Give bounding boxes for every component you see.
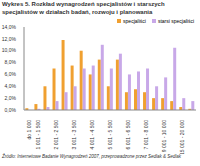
svg-text:do 1 000: do 1 000 — [26, 120, 32, 140]
html-text:Wykres 5. Rozkład wynagrodzeń: Wykres 5. Rozkład wynagrodzeń specjalist… — [2, 1, 165, 15]
svg-text:9 001 - 10 000: 9 001 - 10 000 — [161, 120, 167, 152]
svg-text:7 001 - 8 000: 7 001 - 8 000 — [143, 120, 149, 150]
svg-text:3 001 - 3 500: 3 001 - 3 500 — [71, 120, 77, 150]
svg-text:10,0%: 10,0% — [2, 47, 17, 53]
svg-text:12,0%: 12,0% — [2, 36, 17, 42]
svg-text:6 001 - 6 500: 6 001 - 6 500 — [125, 120, 131, 150]
svg-text:4,0%: 4,0% — [5, 83, 17, 89]
svg-text:5 001 - 5 500: 5 001 - 5 500 — [107, 120, 113, 150]
svg-text:6,0%: 6,0% — [5, 71, 17, 77]
svg-text:4 001 - 4 500: 4 001 - 4 500 — [89, 120, 95, 150]
svg-text:8,0%: 8,0% — [5, 59, 17, 65]
html-text:Źródło: Internetowe Badanie Wy: Źródło: Internetowe Badanie Wynagrodzeń … — [2, 154, 182, 159]
svg-text:0,0%: 0,0% — [5, 107, 17, 113]
svg-text:2,0%: 2,0% — [5, 95, 17, 101]
html-text:starsi specjaliści: starsi specjaliści — [157, 17, 194, 24]
html-text:specjaliści: specjaliści — [123, 17, 146, 24]
svg-text:14,0%: 14,0% — [2, 24, 17, 30]
svg-text:2 001 - 2 500: 2 001 - 2 500 — [53, 120, 59, 150]
svg-text:1 001 - 1 500: 1 001 - 1 500 — [35, 120, 41, 150]
svg-text:15 001 - 20 000: 15 001 - 20 000 — [179, 120, 185, 154]
